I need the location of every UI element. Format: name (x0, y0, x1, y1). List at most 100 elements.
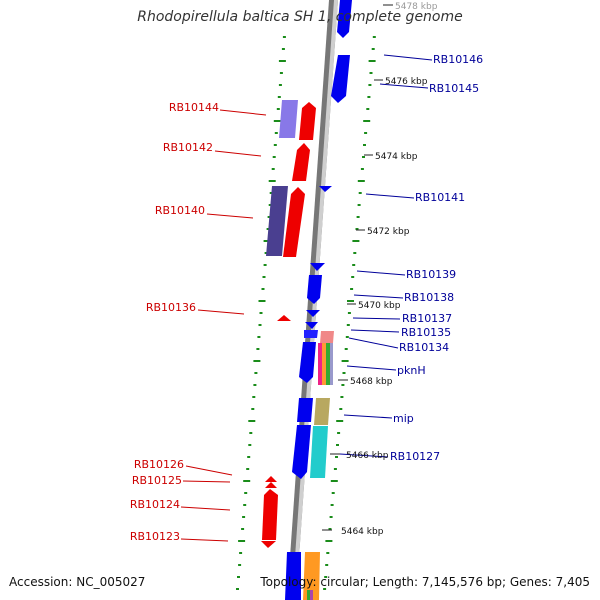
gene-label-RB10138[interactable]: RB10138 (404, 291, 454, 304)
gc-mark (330, 480, 338, 482)
gc-mark (368, 84, 372, 86)
scale-label: 5464 kbp (341, 527, 384, 537)
gc-mark (274, 132, 278, 134)
gene-label-RB10134[interactable]: RB10134 (399, 341, 449, 354)
gc-mark (341, 384, 345, 386)
gc-mark (362, 156, 365, 158)
gene-label-RB10126[interactable]: RB10126 (134, 458, 184, 471)
gc-mark (357, 204, 361, 206)
reverse-strand-genes (261, 100, 316, 548)
right-gene-labels: RB10146 RB10145 RB10141 RB10139 RB10138 … (390, 53, 483, 463)
gc-mark (357, 180, 365, 182)
gene-feature-RB10126 (265, 476, 277, 482)
gene-label-RB10136[interactable]: RB10136 (146, 301, 196, 314)
gene-label-RB10144[interactable]: RB10144 (169, 101, 219, 114)
gc-mark (267, 216, 271, 218)
gc-mark (363, 144, 366, 146)
gc-mark (278, 60, 286, 62)
gc-mark (256, 348, 260, 350)
gc-mark (336, 444, 339, 446)
gene-label-mip[interactable]: mip (393, 412, 414, 425)
gc-mark (259, 312, 263, 314)
gc-mark (372, 36, 376, 38)
gc-mark (247, 456, 251, 458)
pknH-domain-2 (322, 343, 326, 385)
gene-label-RB10124[interactable]: RB10124 (130, 498, 180, 511)
gene-feature-RB10140-partner (266, 186, 288, 256)
gc-mark (252, 396, 256, 398)
gc-mark (237, 576, 240, 578)
gc-mark (355, 228, 359, 230)
gene-feature-bottom-1 (285, 552, 301, 600)
gc-mark (254, 372, 258, 374)
gene-label-RB10146[interactable]: RB10146 (433, 53, 483, 66)
gc-mark (358, 192, 362, 194)
gc-mark (258, 324, 262, 326)
gene-label-RB10127[interactable]: RB10127 (390, 450, 440, 463)
scale-labels: 5478 kbp 5476 kbp 5474 kbp 5472 kbp 5470… (341, 2, 438, 537)
gc-mark (238, 540, 246, 542)
scale-label: 5468 kbp (350, 377, 393, 387)
gc-mark (268, 180, 276, 182)
gene-feature-RB10125 (265, 482, 277, 488)
gene-label-RB10123[interactable]: RB10123 (130, 530, 180, 543)
gc-mark (346, 324, 350, 326)
gc-mark (271, 168, 275, 170)
scale-label: 5478 kbp (395, 2, 438, 12)
gc-mark (242, 516, 246, 518)
gene-feature-RB10134 (304, 330, 318, 338)
gc-mark (371, 48, 375, 50)
gc-mark (251, 408, 255, 410)
gene-feature-RB10123 (261, 541, 276, 548)
gc-mark (335, 456, 338, 458)
gene-feature-RB10127 (292, 425, 311, 479)
gene-label-pknH[interactable]: pknH (397, 364, 426, 377)
gc-mark (258, 300, 266, 302)
gc-mark (360, 168, 364, 170)
scale-label: 5474 kbp (375, 152, 418, 162)
gene-feature-bottom-3 (307, 590, 310, 600)
gene-label-RB10139[interactable]: RB10139 (406, 268, 456, 281)
gc-mark (340, 396, 344, 398)
gene-feature-pknH (299, 342, 316, 383)
gc-mark (342, 372, 346, 374)
gc-mark (263, 264, 267, 266)
gene-label-RB10135[interactable]: RB10135 (401, 326, 451, 339)
gc-mark (351, 276, 355, 278)
gc-mark (368, 60, 376, 62)
gene-label-RB10142[interactable]: RB10142 (163, 141, 213, 154)
gene-label-RB10125[interactable]: RB10125 (132, 474, 182, 487)
gc-mark (341, 360, 349, 362)
gc-mark (324, 576, 328, 578)
gc-mark (278, 84, 282, 86)
gc-mark (282, 36, 286, 38)
gene-label-RB10137[interactable]: RB10137 (402, 312, 452, 325)
gc-mark (268, 204, 272, 206)
gene-feature-mip-partner (314, 398, 330, 425)
gene-label-RB10141[interactable]: RB10141 (415, 191, 465, 204)
genome-title: Rhodopirellula baltica SH 1, complete ge… (137, 9, 463, 25)
pknH-domain-4 (330, 343, 333, 385)
gc-mark (261, 288, 265, 290)
gene-feature-RB10145 (331, 55, 350, 103)
gc-mark (347, 312, 351, 314)
gc-mark (239, 552, 243, 554)
leader-lines (180, 54, 433, 542)
gene-label-RB10140[interactable]: RB10140 (155, 204, 205, 217)
accession-text: Accession: NC_005027 (9, 575, 146, 589)
gene-label-RB10145[interactable]: RB10145 (429, 82, 479, 95)
gene-feature-RB10137 (306, 310, 320, 317)
pknH-domain-3 (326, 343, 330, 385)
genome-summary-text: Topology: circular; Length: 7,145,576 bp… (260, 575, 590, 589)
gc-mark (366, 108, 370, 110)
gc-mark (331, 492, 335, 494)
gc-mark (344, 348, 348, 350)
gc-mark (277, 96, 281, 98)
gc-mark (249, 432, 253, 434)
gc-mark (367, 96, 371, 98)
gene-feature-RB10127-partner (310, 426, 328, 478)
gc-mark (279, 72, 283, 74)
gc-mark (246, 468, 250, 470)
